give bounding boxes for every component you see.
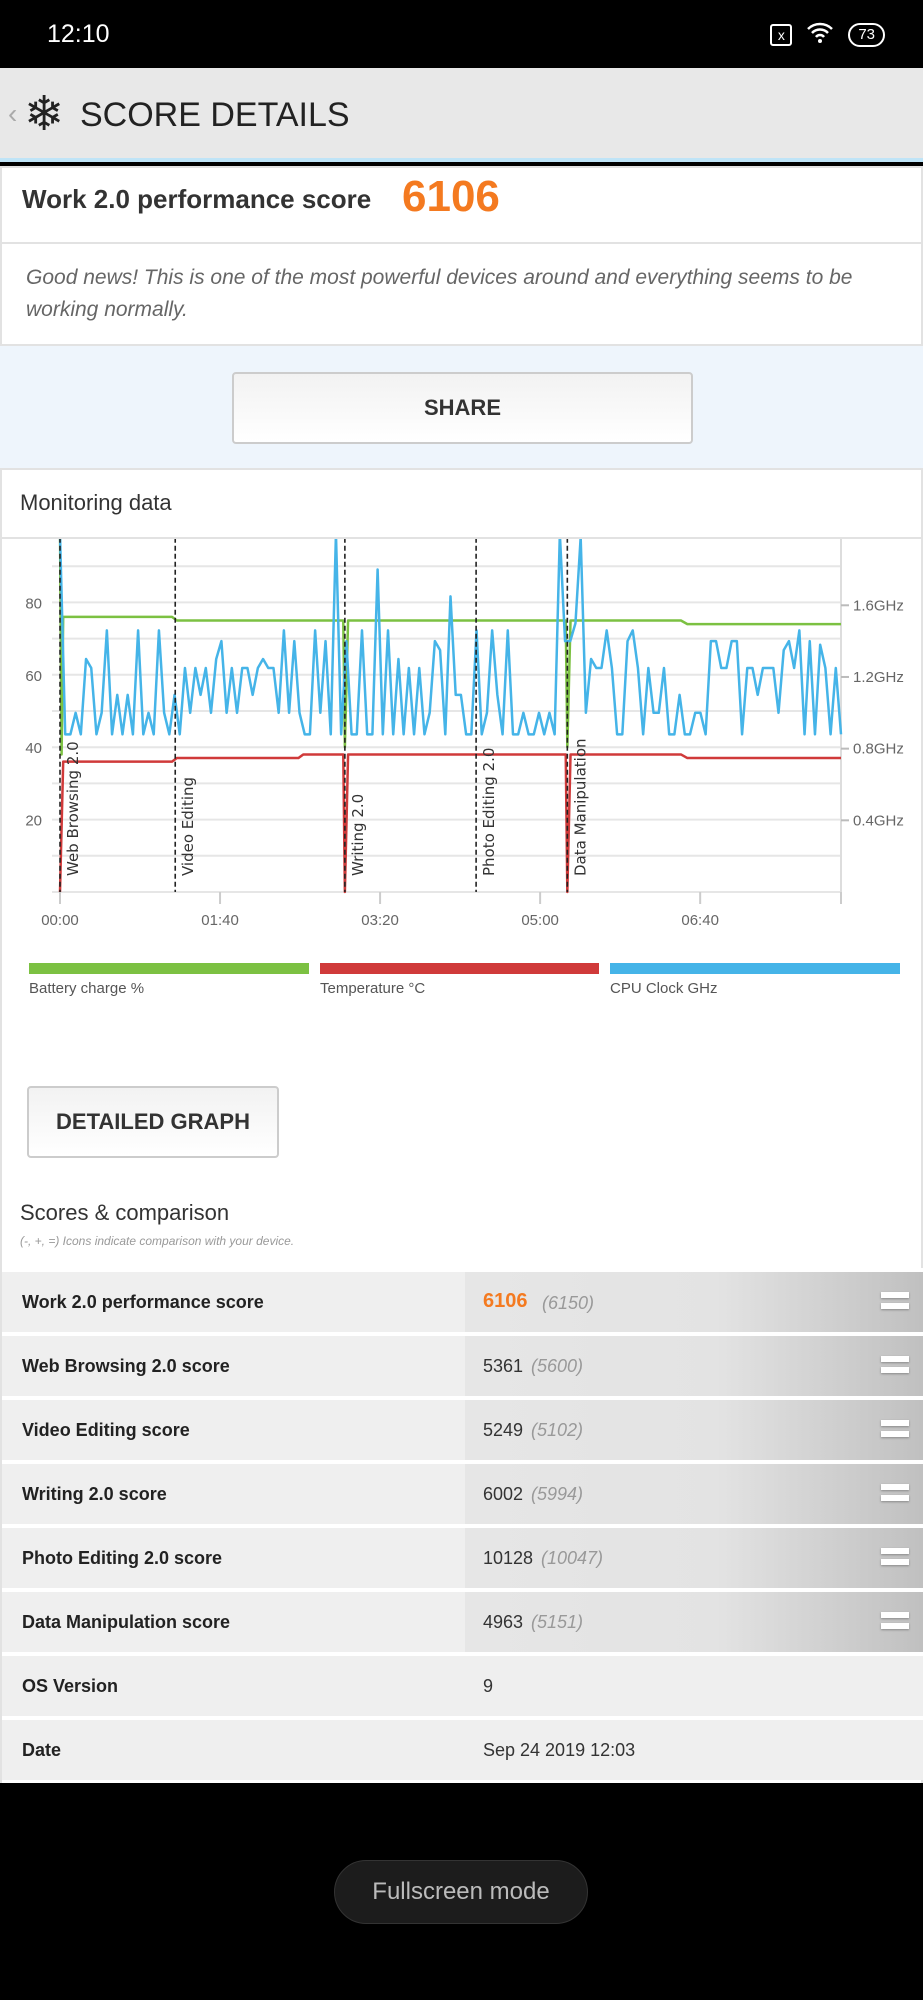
detailed-graph-button[interactable]: DETAILED GRAPH: [27, 1086, 279, 1158]
row-label: Work 2.0 performance score: [22, 1292, 264, 1312]
row-label: Data Manipulation score: [22, 1612, 231, 1632]
y-tick-label: 100: [17, 539, 42, 540]
score-card: Work 2.0 performance score 6106: [0, 166, 923, 244]
x-tick-label: 05:00: [521, 912, 559, 929]
table-row: Work 2.0 performance score 6106 (6150): [2, 1268, 923, 1332]
score-description-card: Good news! This is one of the most power…: [0, 242, 923, 346]
row-value: 6002: [483, 1484, 524, 1504]
monitoring-header: Monitoring data: [2, 470, 921, 539]
score-description: Good news! This is one of the most power…: [26, 266, 853, 321]
row-value: 4963: [483, 1612, 524, 1632]
equal-icon: [881, 1612, 909, 1632]
y-tick-label: 40: [25, 740, 42, 757]
monitoring-title: Monitoring data: [20, 490, 172, 515]
row-label: Photo Editing 2.0 score: [22, 1548, 223, 1568]
equal-icon: [881, 1548, 909, 1568]
scores-subtitle: (-, +, =) Icons indicate comparison with…: [20, 1234, 295, 1248]
row-value: 5361: [483, 1356, 524, 1376]
wifi-icon: [806, 20, 834, 49]
marker-label: Writing 2.0: [349, 794, 367, 876]
marker-label: Video Editing: [179, 777, 197, 876]
app-header: ‹ ❄ SCORE DETAILS: [0, 68, 923, 162]
legend-battery: Battery charge %: [29, 980, 145, 997]
y-tick-label: 20: [25, 813, 42, 830]
row-label: Writing 2.0 score: [22, 1484, 167, 1504]
legend-cpu-swatch: [610, 963, 900, 974]
page-title: SCORE DETAILS: [80, 96, 350, 134]
score-label: Work 2.0 performance score: [22, 184, 372, 214]
share-button[interactable]: SHARE: [232, 372, 693, 444]
table-row-date: Date Sep 24 2019 12:03: [2, 1716, 923, 1780]
y-tick-label: 60: [25, 668, 42, 685]
battery-icon: 73: [848, 22, 885, 47]
marker-label: Photo Editing 2.0: [480, 748, 498, 876]
row-compare: (5994): [531, 1484, 584, 1504]
status-bar: 12:10 x 73: [0, 0, 923, 68]
legend-temperature: Temperature °C: [320, 980, 426, 997]
row-value: 6106: [483, 1290, 528, 1312]
row-compare: (6150): [542, 1293, 595, 1313]
scores-table: Work 2.0 performance score 6106 (6150) Web…: [2, 1268, 923, 1780]
y2-tick-label: 1.2GHz: [853, 669, 904, 686]
y2-tick-label: 0.4GHz: [853, 812, 904, 829]
row-label: Date: [22, 1740, 62, 1760]
table-row: Writing 2.0 score 6002 (5994): [2, 1460, 923, 1524]
table-row-os: OS Version 9: [2, 1652, 923, 1716]
series-line-temperature: [58, 753, 841, 894]
status-icons: x 73: [770, 20, 885, 49]
row-compare: (10047): [541, 1548, 604, 1568]
row-label: Video Editing score: [22, 1420, 190, 1440]
x-tick-label: 00:00: [41, 912, 79, 929]
y2-tick-label: 2GHz: [853, 539, 891, 543]
row-value: 10128: [483, 1548, 534, 1568]
row-compare: (5102): [531, 1420, 584, 1440]
legend-battery-swatch: [29, 963, 309, 974]
row-label: OS Version: [22, 1676, 119, 1696]
series-line-cpu: [58, 539, 843, 736]
row-value: 9: [483, 1676, 494, 1696]
content: Work 2.0 performance score 6106 Good new…: [0, 166, 923, 1783]
monitoring-chart: 20 40 60 80 100 0.4GHz 0.8GHz 1.2GHz 1.6GHz 2GHz 0…: [17, 539, 904, 929]
marker-label: Web Browsing 2.0: [64, 741, 82, 876]
no-sim-icon: x: [770, 23, 793, 46]
row-label: Web Browsing 2.0 score: [22, 1356, 230, 1376]
equal-icon: [881, 1420, 909, 1440]
row-compare: (5151): [531, 1612, 584, 1632]
equal-icon: [881, 1484, 909, 1504]
y2-tick-label: 1.6GHz: [853, 597, 904, 614]
x-tick-label: 01:40: [201, 912, 239, 929]
legend-temperature-swatch: [320, 963, 599, 974]
row-value: 5249: [483, 1420, 524, 1440]
row-compare: (5600): [531, 1356, 584, 1376]
fullscreen-mode-button[interactable]: Fullscreen mode: [334, 1860, 588, 1924]
x-tick-label: 03:20: [361, 912, 399, 929]
table-row: Video Editing score 5249 (5102): [2, 1396, 923, 1460]
equal-icon: [881, 1356, 909, 1376]
snowflake-icon: ❄: [24, 88, 65, 141]
marker-label: Data Manipulation: [571, 738, 589, 876]
scores-heading: Scores & comparison: [20, 1200, 230, 1225]
x-tick-label: 06:40: [681, 912, 719, 929]
score-value: 6106: [402, 172, 500, 221]
legend-cpu: CPU Clock GHz: [610, 980, 718, 997]
series-line-battery: [58, 539, 841, 756]
y-tick-label: 80: [25, 595, 42, 612]
table-row: Photo Editing 2.0 score 10128 (10047): [2, 1524, 923, 1588]
y2-tick-label: 0.8GHz: [853, 741, 904, 758]
table-row: Web Browsing 2.0 score 5361 (5600): [2, 1332, 923, 1396]
back-chevron-icon[interactable]: ‹: [8, 98, 18, 129]
row-value: Sep 24 2019 12:03: [483, 1740, 636, 1760]
equal-icon: [881, 1292, 909, 1312]
clock: 12:10: [47, 20, 110, 48]
table-row: Data Manipulation score 4963 (5151): [2, 1588, 923, 1652]
monitoring-card: Monitoring data 20 40 60 80 100 0.4GHz 0.8GHz 1…: [0, 468, 923, 1783]
